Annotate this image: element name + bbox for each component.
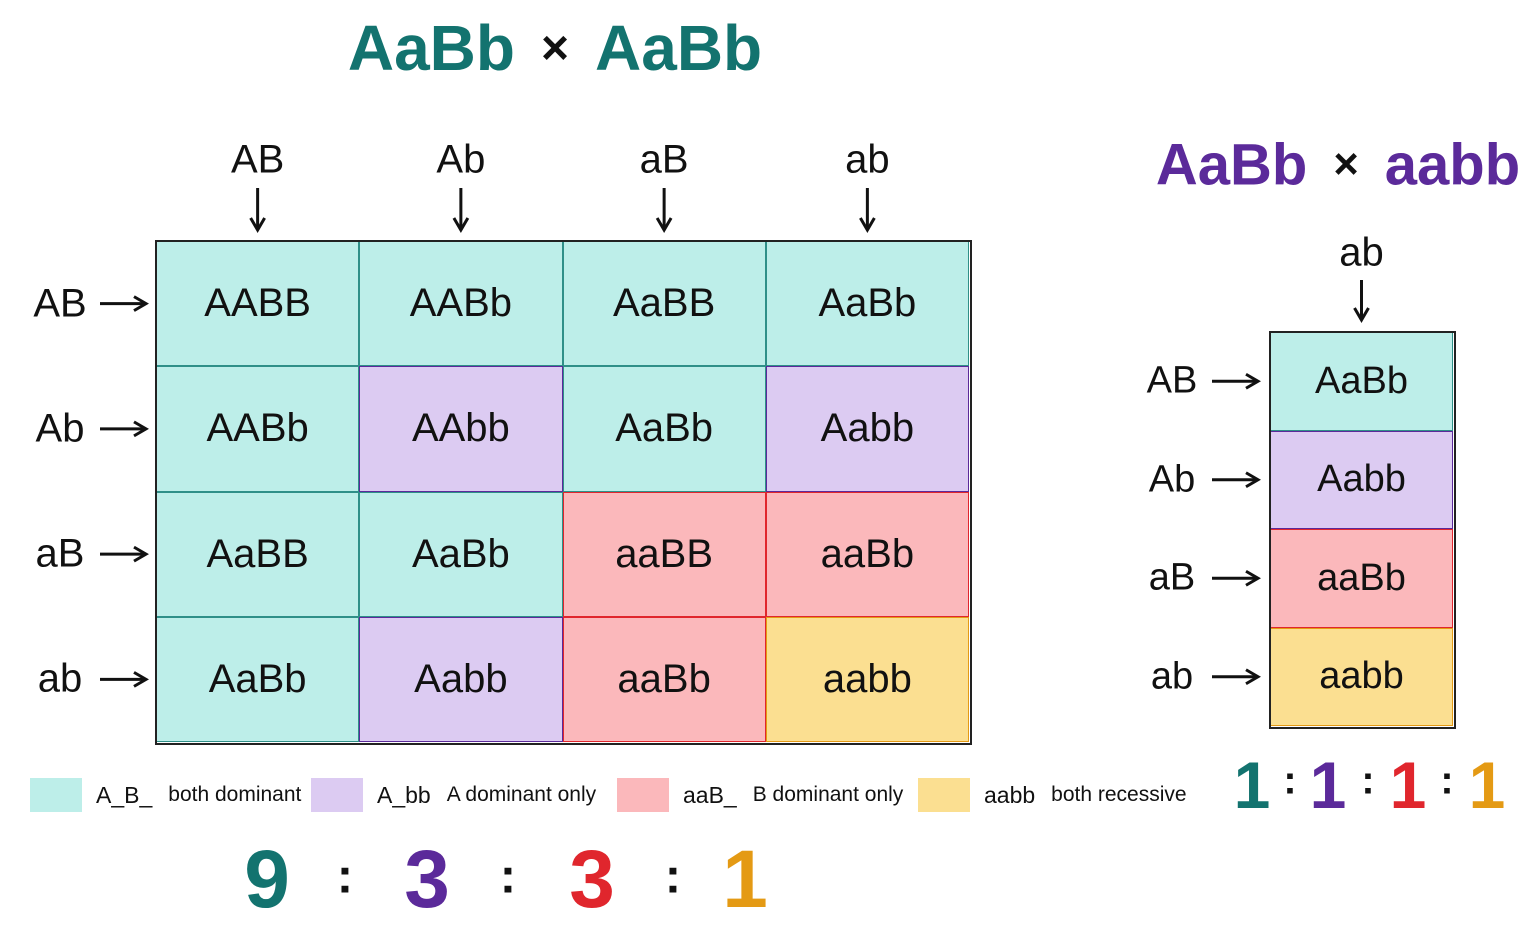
arrow-head [452,217,470,233]
col-gamete: ab [1339,230,1384,275]
ratio-number: 3 [569,834,615,925]
punnett-cell: aabb [765,616,969,742]
parent1: AaBb [347,12,515,84]
ratio-separator: : [499,848,517,904]
legend-swatch [311,778,363,812]
punnett-cell: aaBb [1270,529,1453,628]
title: AaBb × AaBb [348,11,762,85]
ratio-separator: : [1361,758,1375,803]
punnett-cell: AaBb [156,616,360,742]
arrow-head [1353,307,1370,323]
punnett-cell: AaBB [562,241,766,367]
ratio-separator: : [1283,758,1297,803]
punnett-cell: AaBb [562,366,766,492]
ratio-number: 1 [1309,748,1347,822]
cross-sign: × [1333,140,1359,189]
punnett-cell: aaBb [562,616,766,742]
legend-swatch [617,778,669,812]
legend-key: aaB_ [683,781,737,808]
punnett-cell: AABB [156,241,360,367]
legend-item: aaB_ B dominant only [617,778,903,812]
row-gamete: AB [1146,359,1198,402]
arrow-head [249,217,266,233]
ratio-number: 1 [1468,748,1506,822]
arrow-head [859,217,876,233]
row-gamete: Ab [35,406,85,451]
punnett-cell: AaBb [765,241,969,367]
grid-border [1269,331,1456,729]
grid-border [155,240,972,745]
ratio-number: 1 [1233,748,1271,822]
legend-desc: both dominant [168,783,302,806]
ratio-separator: : [1440,758,1454,803]
cross-sign: × [540,21,570,75]
row-gamete: ab [1150,655,1194,698]
arrow-head [1245,471,1261,489]
punnett-cell: AABb [359,241,563,367]
legend-item: A_bb A dominant only [311,778,596,812]
arrow-head [1245,569,1261,587]
punnett-cell: AaBB [156,491,360,617]
punnett-cell: aabb [1270,627,1453,726]
punnett-cell: Aabb [765,366,969,492]
arrow-head [133,295,149,312]
parent2: aabb [1384,132,1521,198]
row-gamete: aB [35,531,85,576]
legend-desc: A dominant only [446,783,597,806]
arrow-head [1245,668,1261,686]
ratio-separator: : [336,848,354,904]
ratio-number: 1 [1389,748,1427,822]
legend-desc: B dominant only [752,783,904,806]
ratio-number: 1 [722,834,768,925]
legend-key: aabb [984,781,1036,808]
ratio-number: 3 [404,834,450,925]
row-gamete: Ab [1148,458,1196,501]
punnett-cell: aaBb [765,491,969,617]
row-gamete: ab [37,656,83,701]
punnett-cell: Aabb [359,616,563,742]
ratio-separator: : [664,848,682,904]
arrow-head [655,217,673,233]
legend-swatch [918,778,970,812]
row-gamete: AB [33,281,87,326]
arrow-head [1245,372,1261,390]
row-gamete: aB [1148,556,1196,599]
punnett-cell: AABb [156,366,360,492]
punnett-cell: aaBB [562,491,766,617]
col-gamete: aB [639,137,689,182]
parent1: AaBb [1155,132,1308,198]
punnett-cell: AaBb [359,491,563,617]
legend-swatch [30,778,82,812]
col-gamete: AB [230,137,285,182]
title: AaBb × aabb [1156,132,1520,199]
arrow-head [133,671,149,688]
punnett-cell: Aabb [1270,430,1453,529]
legend-item: A_B_ both dominant [30,778,301,812]
arrow-head [133,545,149,563]
col-gamete: ab [845,137,890,182]
ratio-number: 9 [244,834,290,925]
punnett-cell: AaBb [1270,332,1453,431]
legend-key: A_bb [377,781,431,808]
legend-key: A_B_ [96,781,153,808]
parent2: AaBb [595,12,763,84]
col-gamete: Ab [436,137,486,182]
arrow-head [133,420,149,438]
punnett-cell: AAbb [359,366,563,492]
legend-desc: both recessive [1051,783,1187,806]
legend-item: aabb both recessive [918,778,1187,812]
